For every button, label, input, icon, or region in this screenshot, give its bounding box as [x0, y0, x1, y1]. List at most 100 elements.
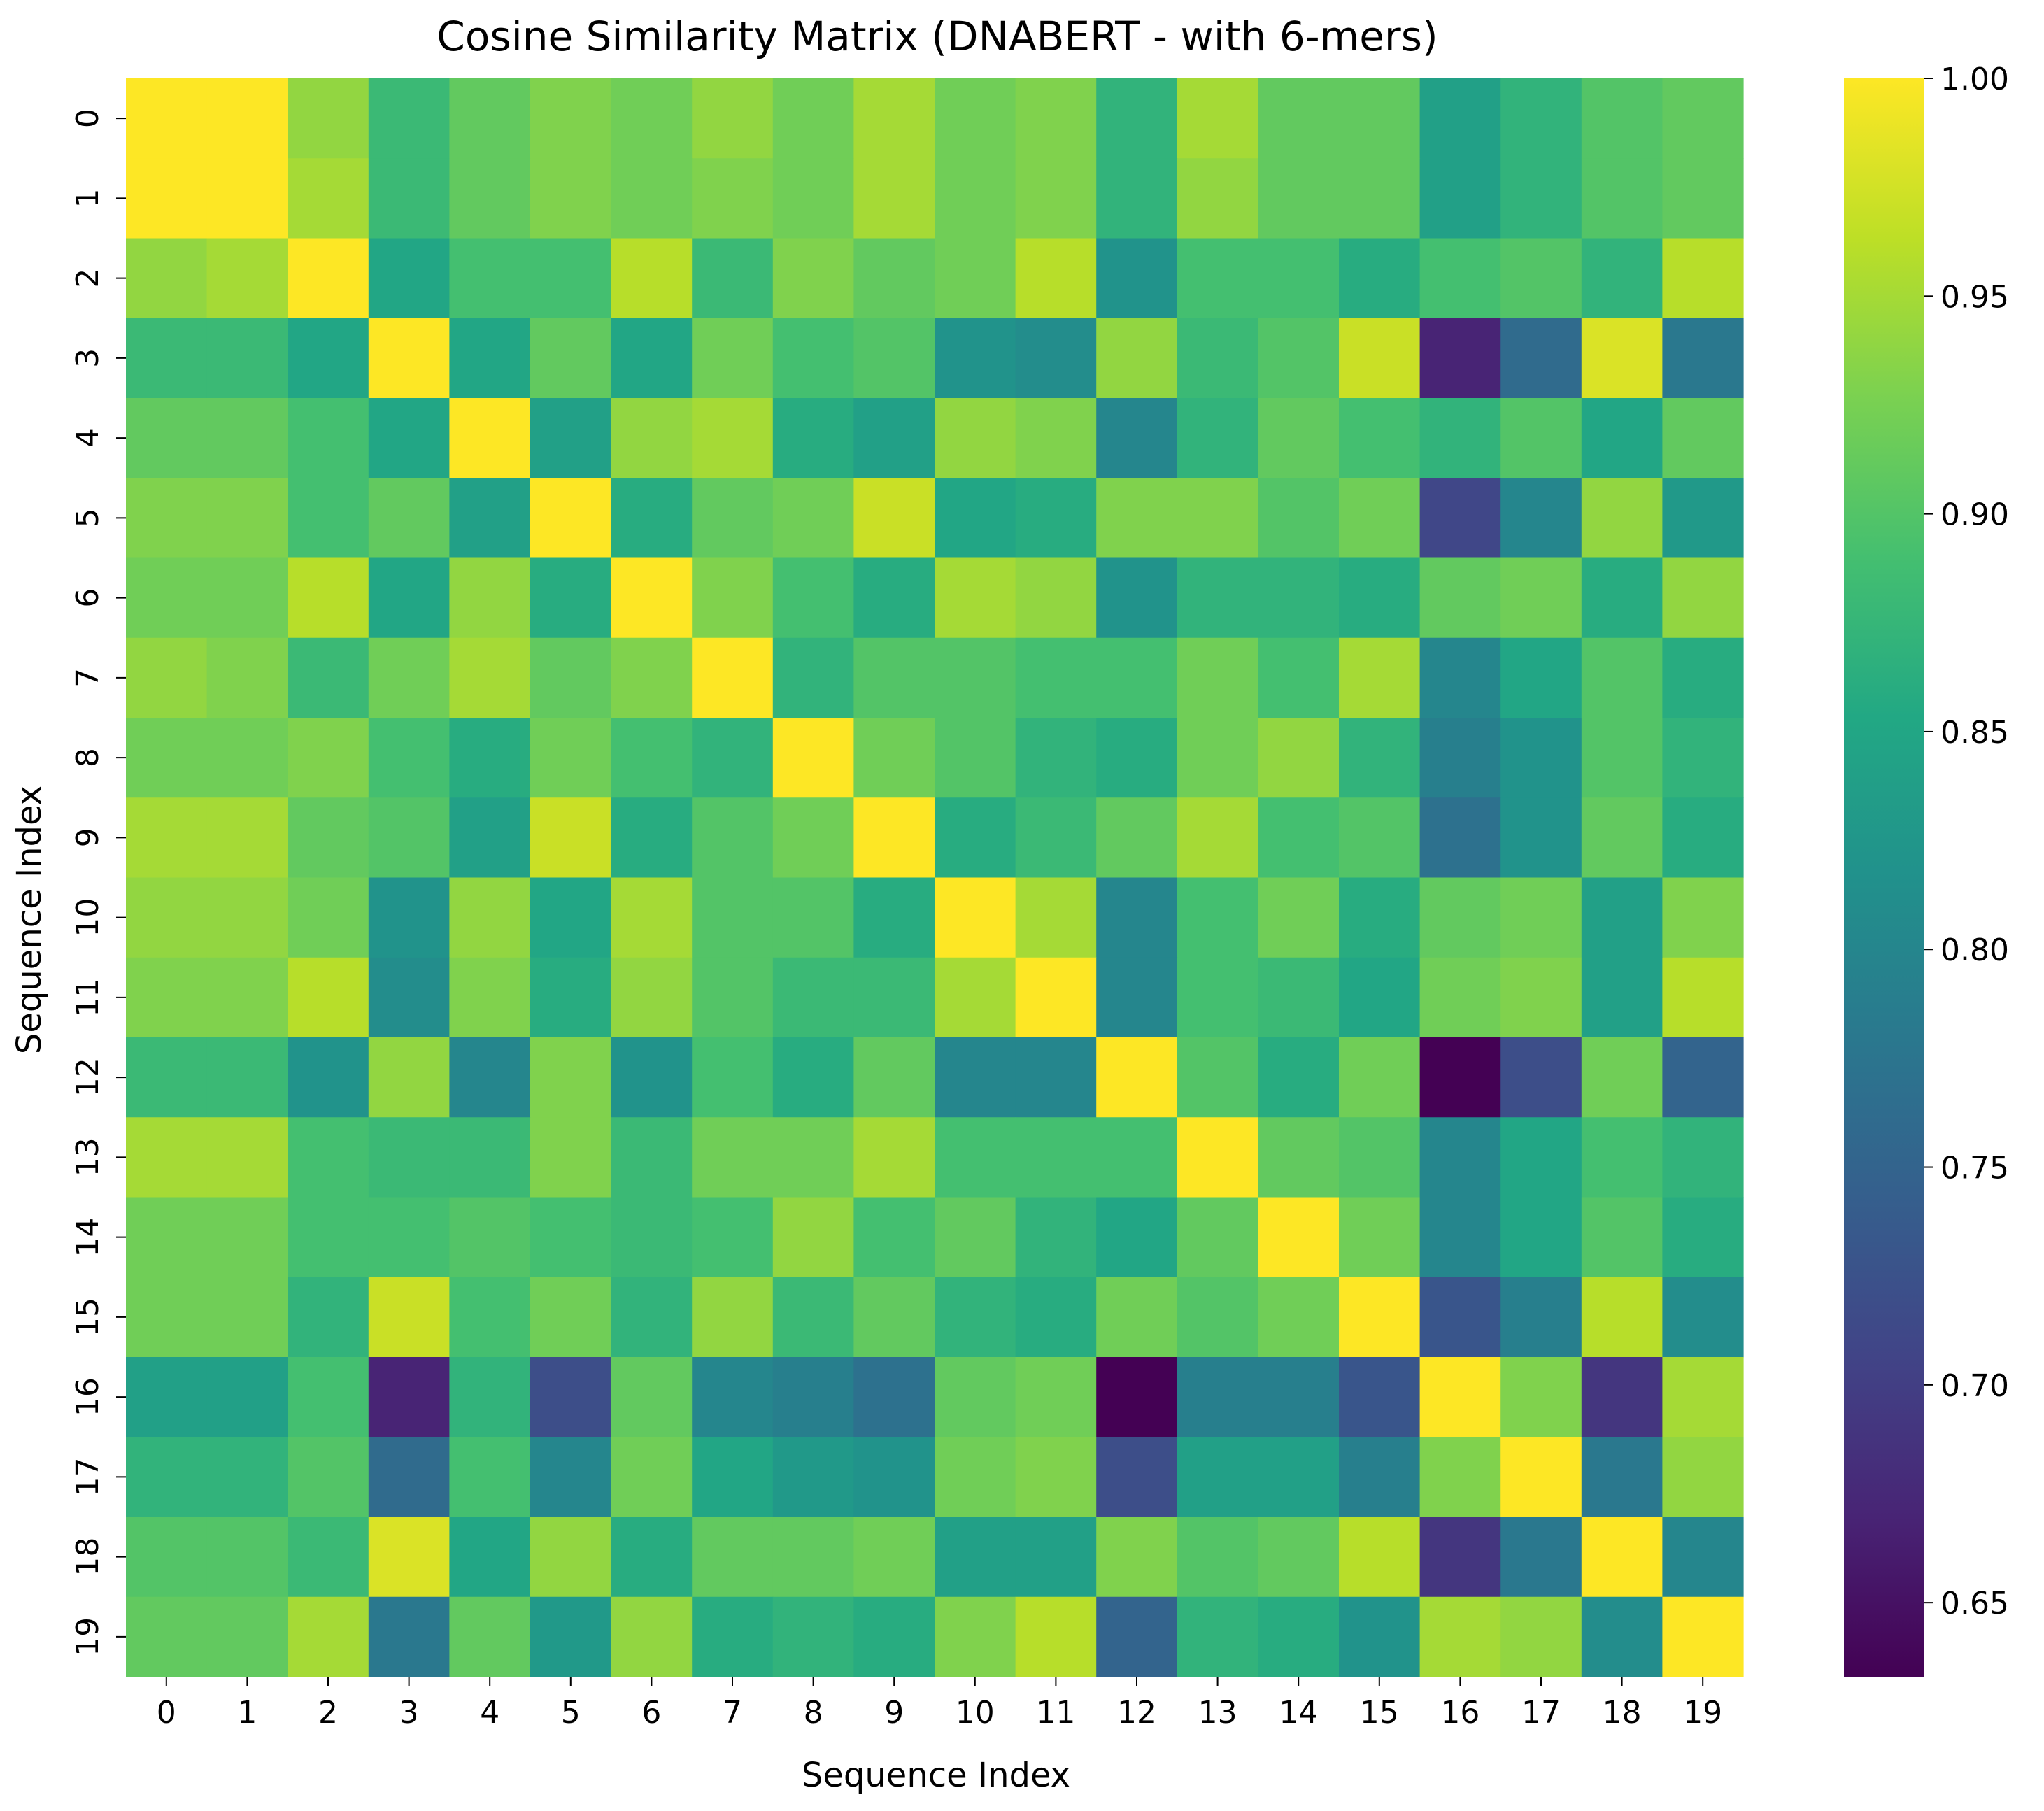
heatmap-cell-17-14 — [1258, 1437, 1340, 1518]
heatmap-cell-4-11 — [1015, 398, 1097, 478]
x-tick-label: 17 — [1521, 1695, 1561, 1731]
heatmap-cell-4-9 — [853, 398, 935, 478]
heatmap-cell-3-15 — [1339, 318, 1421, 399]
heatmap-cell-6-13 — [1177, 557, 1258, 639]
heatmap-cell-11-3 — [368, 957, 450, 1038]
heatmap-cell-16-15 — [1339, 1357, 1421, 1437]
heatmap-cell-15-6 — [611, 1277, 693, 1358]
heatmap-cell-2-11 — [1015, 238, 1097, 319]
y-tick-label: 3 — [70, 348, 106, 368]
heatmap-cell-16-13 — [1177, 1357, 1258, 1437]
heatmap-cell-3-6 — [611, 318, 693, 399]
heatmap-cell-2-17 — [1500, 238, 1582, 319]
heatmap-cell-10-9 — [853, 877, 935, 958]
heatmap-cell-4-3 — [368, 398, 450, 478]
heatmap-cell-5-7 — [692, 478, 774, 559]
heatmap-cell-7-4 — [449, 637, 531, 718]
heatmap-cell-18-18 — [1581, 1517, 1663, 1598]
x-tick-label: 10 — [956, 1695, 995, 1731]
heatmap-cell-18-7 — [692, 1517, 774, 1598]
heatmap-cell-10-14 — [1258, 877, 1340, 958]
heatmap-cell-0-6 — [611, 78, 693, 159]
heatmap-cell-10-19 — [1662, 877, 1744, 958]
heatmap-cell-16-18 — [1581, 1357, 1663, 1437]
heatmap-cell-6-14 — [1258, 557, 1340, 639]
heatmap-cell-0-13 — [1177, 78, 1258, 159]
heatmap-cell-4-18 — [1581, 398, 1663, 478]
heatmap-cell-11-18 — [1581, 957, 1663, 1038]
y-tick-label: 2 — [70, 269, 106, 288]
heatmap-cell-16-4 — [449, 1357, 531, 1437]
heatmap-cell-12-10 — [935, 1037, 1016, 1118]
heatmap-cell-4-13 — [1177, 398, 1258, 478]
y-tick-label: 11 — [70, 978, 106, 1017]
heatmap-cell-2-6 — [611, 238, 693, 319]
heatmap-cell-11-15 — [1339, 957, 1421, 1038]
y-tick-label: 8 — [70, 748, 106, 767]
heatmap-cell-17-17 — [1500, 1437, 1582, 1518]
heatmap-cell-5-19 — [1662, 478, 1744, 559]
heatmap-cells — [126, 78, 1744, 1677]
heatmap-cell-6-11 — [1015, 557, 1097, 639]
heatmap-cell-6-3 — [368, 557, 450, 639]
y-tick-label: 14 — [70, 1218, 106, 1257]
heatmap-cell-1-18 — [1581, 158, 1663, 239]
heatmap-cell-19-9 — [853, 1596, 935, 1677]
heatmap-cell-19-4 — [449, 1596, 531, 1677]
heatmap-cell-8-11 — [1015, 718, 1097, 798]
heatmap-cell-12-18 — [1581, 1037, 1663, 1118]
heatmap-cell-0-8 — [772, 78, 854, 159]
heatmap-cell-14-0 — [126, 1197, 208, 1278]
heatmap-cell-9-14 — [1258, 797, 1340, 879]
heatmap-cell-17-3 — [368, 1437, 450, 1518]
heatmap-cell-0-12 — [1096, 78, 1178, 159]
heatmap-cell-8-18 — [1581, 718, 1663, 798]
heatmap-cell-7-14 — [1258, 637, 1340, 718]
heatmap-cell-17-19 — [1662, 1437, 1744, 1518]
heatmap-cell-7-17 — [1500, 637, 1582, 718]
heatmap-cell-14-18 — [1581, 1197, 1663, 1278]
heatmap-cell-7-1 — [206, 637, 288, 718]
heatmap-cell-13-5 — [530, 1117, 612, 1198]
heatmap-cell-4-10 — [935, 398, 1016, 478]
heatmap-cell-13-2 — [288, 1117, 369, 1198]
heatmap-cell-16-11 — [1015, 1357, 1097, 1437]
heatmap-cell-10-13 — [1177, 877, 1258, 958]
heatmap-cell-0-4 — [449, 78, 531, 159]
x-axis-label: Sequence Index — [802, 1756, 1070, 1795]
heatmap-cell-16-3 — [368, 1357, 450, 1437]
heatmap-cell-5-11 — [1015, 478, 1097, 559]
heatmap-cell-19-17 — [1500, 1596, 1582, 1677]
heatmap-cell-17-12 — [1096, 1437, 1178, 1518]
heatmap-cell-2-16 — [1419, 238, 1501, 319]
heatmap-cell-11-4 — [449, 957, 531, 1038]
heatmap-cell-5-0 — [126, 478, 208, 559]
heatmap-cell-3-12 — [1096, 318, 1178, 399]
heatmap-cell-16-7 — [692, 1357, 774, 1437]
colorbar-tick-label: 0.80 — [1940, 932, 2009, 968]
y-tick-label: 13 — [70, 1137, 106, 1177]
heatmap-cell-3-11 — [1015, 318, 1097, 399]
heatmap-cell-19-2 — [288, 1596, 369, 1677]
x-tick-label: 5 — [561, 1695, 581, 1731]
heatmap-cell-9-8 — [772, 797, 854, 879]
y-tick-label: 17 — [70, 1457, 106, 1496]
heatmap-cell-8-14 — [1258, 718, 1340, 798]
heatmap-cell-7-2 — [288, 637, 369, 718]
heatmap-cell-18-11 — [1015, 1517, 1097, 1598]
x-tick-label: 2 — [318, 1695, 338, 1731]
heatmap-cell-11-2 — [288, 957, 369, 1038]
heatmap-cell-0-16 — [1419, 78, 1501, 159]
heatmap-cell-8-8 — [772, 718, 854, 798]
x-axis-ticks: 0 1 2 3 4 5 6 7 8 9 10 11 12 13 14 15 16 17 18 19 — [157, 1677, 1722, 1731]
colorbar-tick-label: 0.90 — [1940, 497, 2009, 533]
heatmap-cell-5-3 — [368, 478, 450, 559]
heatmap-cell-0-14 — [1258, 78, 1340, 159]
heatmap-cell-6-5 — [530, 557, 612, 639]
heatmap-cell-1-5 — [530, 158, 612, 239]
heatmap-cell-19-11 — [1015, 1596, 1097, 1677]
heatmap-cell-12-11 — [1015, 1037, 1097, 1118]
heatmap-cell-19-0 — [126, 1596, 208, 1677]
heatmap-cell-7-13 — [1177, 637, 1258, 718]
heatmap-cell-7-12 — [1096, 637, 1178, 718]
